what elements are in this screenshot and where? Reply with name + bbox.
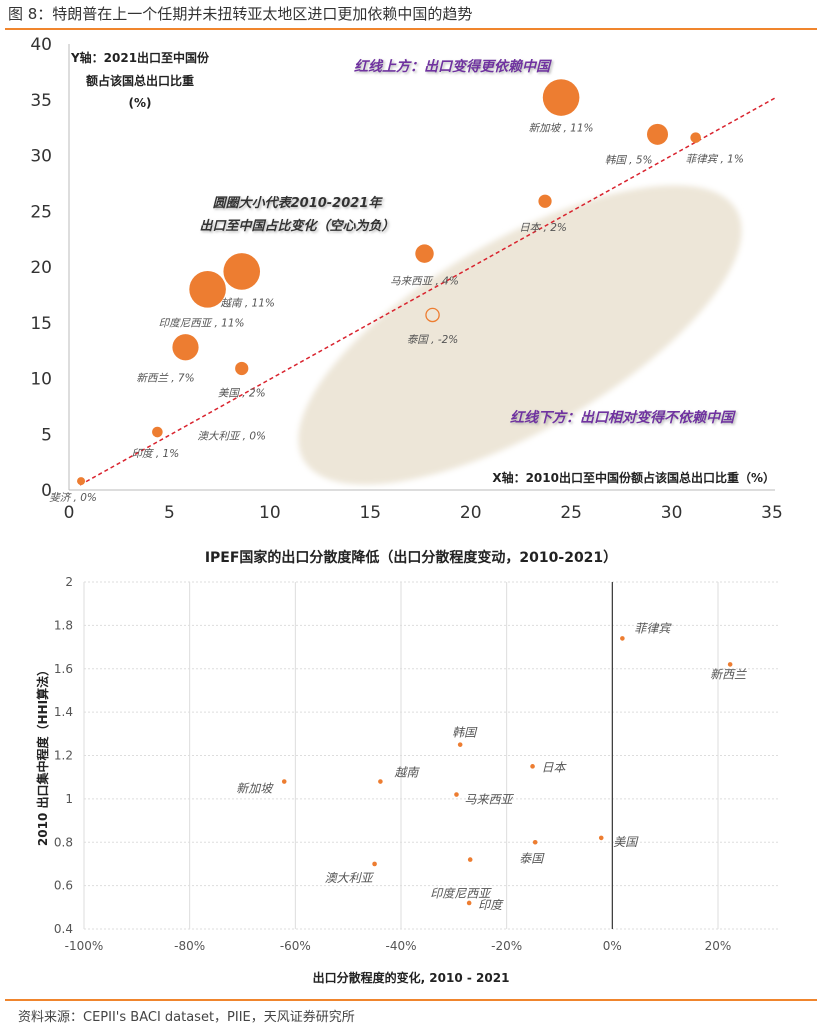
x-tick-label: -40% bbox=[385, 939, 416, 953]
y-tick-label: 0.6 bbox=[54, 879, 73, 893]
data-point bbox=[457, 742, 463, 747]
point-label: 澳大利亚 bbox=[325, 871, 375, 885]
below-line-region bbox=[298, 185, 742, 485]
x-tick-label: 20% bbox=[705, 939, 732, 953]
y-tick-label: 0 bbox=[41, 481, 52, 501]
data-point bbox=[620, 636, 625, 641]
y-tick-label: 40 bbox=[30, 35, 52, 55]
x-tick-label: -60% bbox=[280, 939, 311, 953]
x-tick-label: 5 bbox=[164, 503, 175, 523]
y-tick-label: 0.4 bbox=[54, 922, 73, 936]
x-tick-label: 10 bbox=[259, 503, 281, 523]
bubble bbox=[542, 79, 580, 116]
point-label: 菲律宾 bbox=[634, 621, 672, 635]
bubble bbox=[235, 361, 249, 376]
bubble bbox=[189, 271, 226, 308]
bubble-label: 澳大利亚 , 0% bbox=[197, 431, 266, 443]
bubble-label: 新西兰 , 7% bbox=[136, 372, 194, 384]
chart2-x-axis-label: 出口分散程度的变化, 2010 - 2021 bbox=[313, 970, 510, 985]
y-tick-label: 30 bbox=[30, 147, 52, 167]
data-point bbox=[466, 900, 472, 906]
y-tick-label: 35 bbox=[30, 91, 52, 111]
bubble bbox=[223, 253, 261, 290]
size-note-line2: 出口至中国占比变化（空心为负） bbox=[199, 218, 394, 234]
figure-title: 图 8：特朗普在上一个任期并未扭转亚太地区进口更加依赖中国的趋势 bbox=[8, 5, 472, 23]
size-note-line1: 圆圈大小代表2010-2021年 bbox=[213, 195, 384, 211]
data-point bbox=[378, 779, 383, 784]
bubble-label: 韩国 , 5% bbox=[605, 154, 653, 166]
point-label: 新加坡 bbox=[236, 782, 274, 796]
data-point bbox=[532, 839, 538, 845]
bubble bbox=[77, 477, 86, 486]
chart2-title: IPEF国家的出口分散度降低（出口分散程度变动，2010-2021） bbox=[205, 549, 617, 566]
bubble bbox=[152, 426, 163, 438]
x-tick-label: 15 bbox=[359, 503, 381, 523]
bubble-label: 印度尼西亚 , 11% bbox=[159, 317, 245, 329]
data-point bbox=[281, 779, 287, 784]
point-label: 印度尼西亚 bbox=[430, 887, 492, 901]
bubble-label: 美国 , 2% bbox=[218, 387, 266, 399]
bubble-label: 马来西亚 , 4% bbox=[390, 276, 459, 288]
bubble-label: 新加坡 , 11% bbox=[529, 123, 594, 135]
y-tick-label: 1.6 bbox=[54, 662, 73, 676]
bubble bbox=[425, 307, 440, 323]
x-tick-label: -80% bbox=[174, 939, 205, 953]
y-axis-label-line1: Y轴：2021出口至中国份 bbox=[70, 50, 210, 65]
y-tick-label: 1.2 bbox=[54, 749, 73, 763]
y-tick-label: 15 bbox=[30, 314, 52, 334]
bubble bbox=[647, 123, 669, 145]
bubble-label: 日本 , 2% bbox=[519, 222, 567, 234]
chart2-y-axis-label: 2010 出口集中程度（HHI算法） bbox=[35, 664, 50, 846]
y-tick-label: 1 bbox=[65, 792, 73, 806]
point-label: 新西兰 bbox=[710, 667, 747, 681]
y-tick-label: 20 bbox=[30, 258, 52, 278]
data-point bbox=[598, 835, 604, 841]
point-label: 日本 bbox=[542, 760, 568, 774]
data-point bbox=[372, 861, 377, 867]
point-label: 越南 bbox=[394, 766, 420, 780]
y-tick-label: 1.8 bbox=[54, 618, 73, 632]
data-point bbox=[454, 792, 459, 797]
bubble-chart: 0 5 10 15 20 25 30 35 0 5 10 15 20 25 30 35 40 新加坡 , 11%… bbox=[30, 35, 783, 523]
scatter-chart: IPEF国家的出口分散度降低（出口分散程度变动，2010-2021） 0.4 0.… bbox=[35, 549, 778, 985]
bubble-label: 菲律宾 , 1% bbox=[686, 154, 744, 166]
point-label: 马来西亚 bbox=[464, 793, 514, 807]
bubble-label: 印度 , 1% bbox=[132, 448, 180, 460]
note-above-line: 红线上方：出口变得更依赖中国 bbox=[354, 58, 552, 75]
note-below-line: 红线下方：出口相对变得不依赖中国 bbox=[510, 409, 736, 426]
y-axis-label-line3: (%) bbox=[129, 96, 152, 110]
bubble bbox=[415, 244, 434, 263]
x-tick-label: 25 bbox=[560, 503, 582, 523]
x-tick-label: 0% bbox=[603, 939, 622, 953]
y-tick-label: 2 bbox=[65, 575, 73, 589]
point-label: 泰国 bbox=[519, 851, 545, 865]
x-tick-label: 0 bbox=[64, 503, 75, 523]
y-tick-label: 25 bbox=[30, 202, 52, 222]
bubble-label: 泰国 , -2% bbox=[407, 334, 458, 346]
x-tick-label: 30 bbox=[661, 503, 683, 523]
x-tick-label: -100% bbox=[65, 939, 104, 953]
bubble-label: 越南 , 11% bbox=[221, 297, 275, 309]
x-tick-label: 35 bbox=[761, 503, 783, 523]
source-note: 资料来源：CEPII's BACI dataset，PIIE，天风证券研究所 bbox=[18, 1009, 355, 1025]
y-tick-label: 10 bbox=[30, 370, 52, 390]
point-label: 美国 bbox=[613, 835, 639, 849]
bubble bbox=[172, 334, 199, 361]
bubble bbox=[538, 194, 552, 208]
point-label: 韩国 bbox=[452, 726, 478, 740]
y-tick-label: 0.8 bbox=[54, 835, 73, 849]
bubble bbox=[690, 132, 701, 143]
data-point bbox=[467, 857, 473, 862]
data-point bbox=[530, 764, 535, 769]
x-tick-label: 20 bbox=[460, 503, 482, 523]
x-axis-label: X轴：2010出口至中国份额占该国总出口比重（%） bbox=[492, 470, 775, 485]
data-point bbox=[727, 662, 733, 667]
point-label: 印度 bbox=[478, 898, 504, 912]
y-tick-label: 1.4 bbox=[54, 705, 73, 719]
y-axis-label-line2: 额占该国总出口比重 bbox=[86, 73, 194, 88]
bubble-label: 斐济 , 0% bbox=[49, 492, 97, 504]
x-tick-label: -20% bbox=[491, 939, 522, 953]
y-tick-label: 5 bbox=[41, 425, 52, 445]
